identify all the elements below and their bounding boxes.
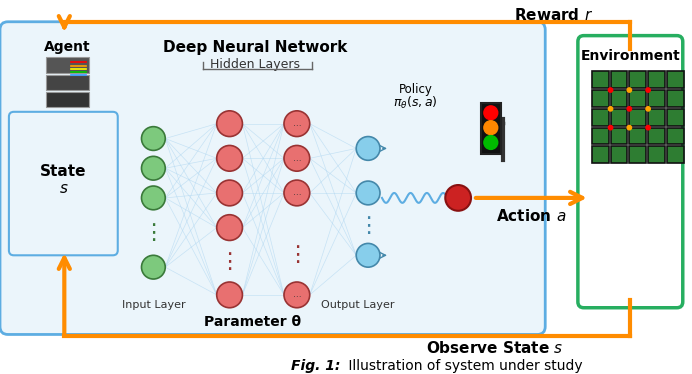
Bar: [592, 71, 608, 88]
Text: ...: ...: [293, 188, 301, 197]
Circle shape: [608, 88, 612, 92]
Bar: [610, 90, 628, 107]
Bar: [629, 147, 646, 163]
Text: ...: ...: [293, 154, 301, 163]
Bar: [592, 147, 608, 163]
Circle shape: [356, 137, 380, 160]
Text: ⋮: ⋮: [286, 245, 308, 265]
Text: State
$s$: State $s$: [40, 164, 86, 196]
FancyBboxPatch shape: [578, 36, 683, 308]
Bar: [610, 71, 628, 88]
Text: Parameter θ: Parameter θ: [203, 315, 301, 329]
Bar: [648, 109, 665, 126]
Text: Hidden Layers: Hidden Layers: [210, 58, 300, 71]
Text: Reward $r$: Reward $r$: [514, 7, 594, 23]
Circle shape: [646, 88, 650, 92]
Text: Illustration of system under study: Illustration of system under study: [345, 359, 583, 373]
Bar: [46, 74, 89, 90]
Circle shape: [217, 215, 242, 240]
Circle shape: [217, 180, 242, 206]
Bar: [667, 71, 684, 88]
Text: Deep Neural Network: Deep Neural Network: [163, 40, 347, 55]
Circle shape: [217, 282, 242, 308]
Text: ...: ...: [293, 290, 301, 299]
Bar: [629, 128, 646, 144]
Circle shape: [284, 282, 310, 308]
Circle shape: [627, 125, 632, 130]
Circle shape: [141, 156, 165, 180]
Bar: [481, 103, 501, 154]
Bar: [46, 92, 89, 107]
Circle shape: [646, 107, 650, 111]
Circle shape: [608, 107, 612, 111]
Circle shape: [646, 125, 650, 130]
Bar: [667, 109, 684, 126]
Text: ⋮: ⋮: [357, 215, 379, 236]
FancyBboxPatch shape: [9, 112, 118, 255]
Circle shape: [284, 180, 310, 206]
Bar: [610, 109, 628, 126]
Text: Output Layer: Output Layer: [322, 300, 395, 310]
Bar: [629, 109, 646, 126]
Bar: [648, 147, 665, 163]
Text: Agent: Agent: [44, 40, 91, 55]
Circle shape: [217, 111, 242, 137]
Bar: [46, 57, 89, 73]
Circle shape: [284, 145, 310, 171]
Bar: [648, 128, 665, 144]
Bar: [610, 128, 628, 144]
Bar: [592, 109, 608, 126]
Text: Input Layer: Input Layer: [122, 300, 185, 310]
Circle shape: [484, 106, 498, 120]
Text: Fig. 1:: Fig. 1:: [291, 359, 340, 373]
Bar: [648, 71, 665, 88]
Circle shape: [627, 107, 632, 111]
Bar: [610, 147, 628, 163]
Bar: [592, 128, 608, 144]
Bar: [629, 71, 646, 88]
Circle shape: [356, 243, 380, 267]
Circle shape: [284, 111, 310, 137]
Circle shape: [608, 125, 612, 130]
Circle shape: [627, 88, 632, 92]
Text: $\pi_\theta(s, a)$: $\pi_\theta(s, a)$: [393, 95, 438, 111]
Bar: [648, 90, 665, 107]
Bar: [592, 90, 608, 107]
Text: ⋮: ⋮: [143, 223, 165, 242]
Text: Observe State $s$: Observe State $s$: [426, 340, 563, 356]
Text: Action $a$: Action $a$: [496, 208, 567, 224]
Bar: [667, 90, 684, 107]
Circle shape: [141, 255, 165, 279]
Circle shape: [484, 135, 498, 150]
FancyBboxPatch shape: [0, 22, 545, 334]
Bar: [667, 128, 684, 144]
Text: ...: ...: [293, 119, 301, 128]
Circle shape: [141, 127, 165, 150]
Bar: [667, 147, 684, 163]
Text: Environment: Environment: [581, 49, 680, 64]
Text: ⋮: ⋮: [219, 252, 241, 272]
Circle shape: [484, 121, 498, 135]
Circle shape: [217, 145, 242, 171]
Circle shape: [356, 181, 380, 205]
Circle shape: [445, 185, 471, 211]
Bar: [629, 90, 646, 107]
Text: Policy: Policy: [399, 83, 432, 95]
Circle shape: [141, 186, 165, 210]
